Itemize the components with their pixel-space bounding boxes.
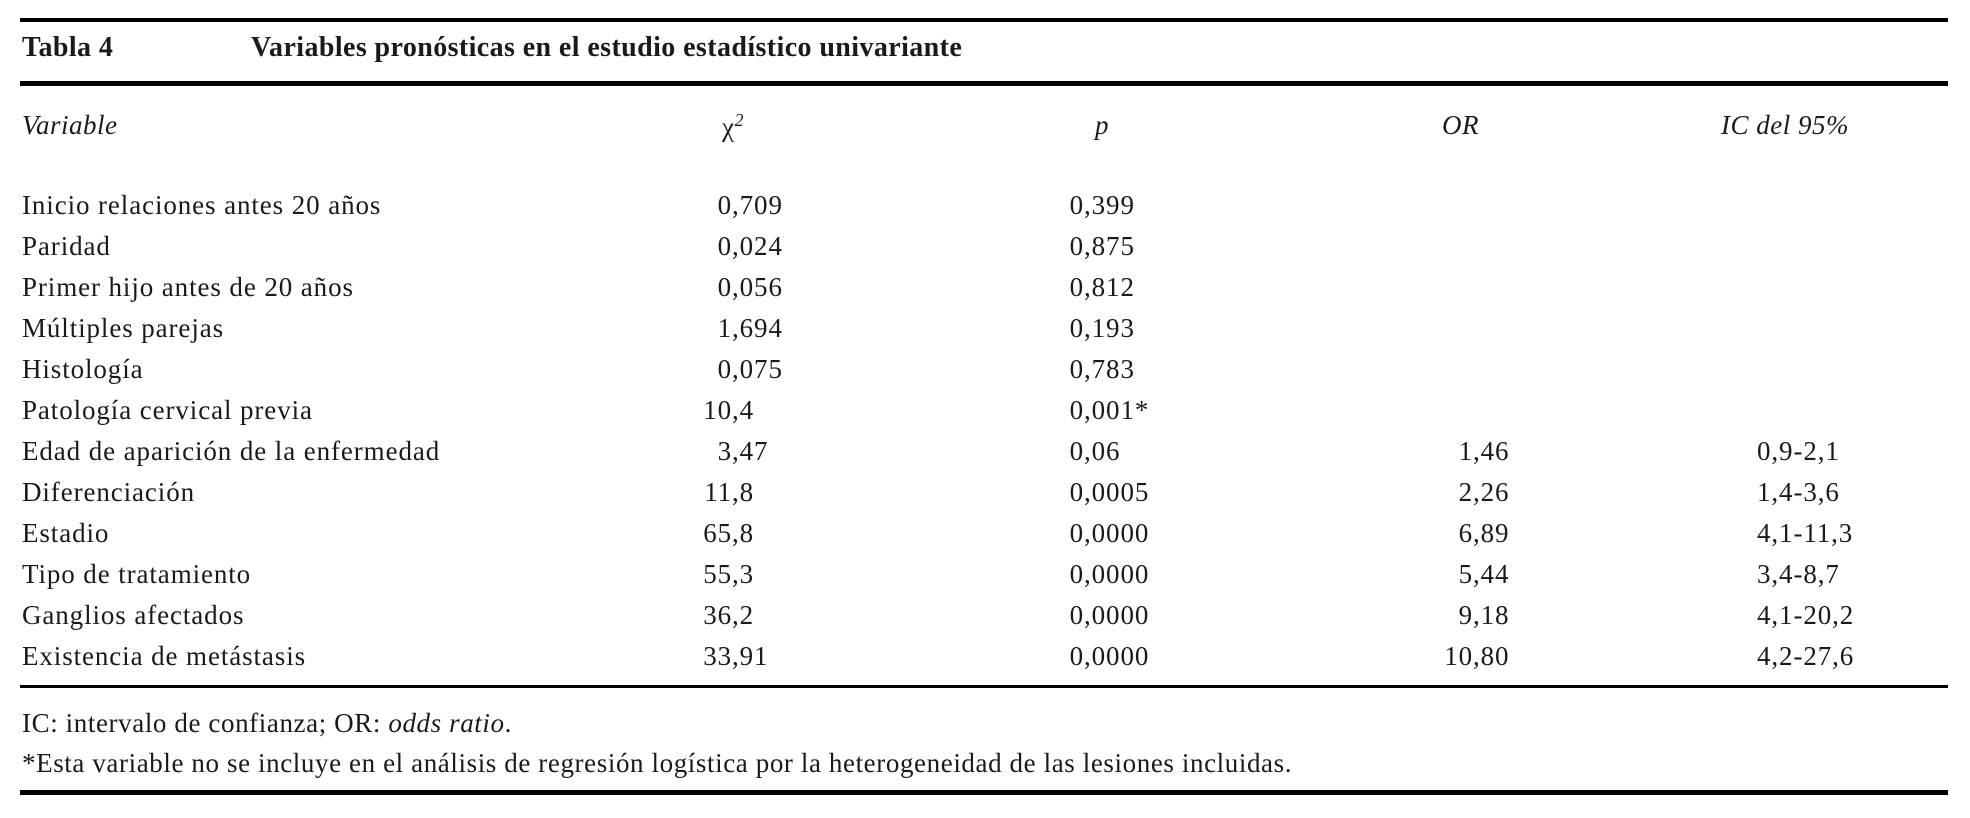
header-ic: IC del 95% xyxy=(1721,110,1849,140)
footnote-abbrev-italic: odds ratio xyxy=(388,708,505,738)
cell-variable: Histología xyxy=(22,354,144,384)
cell-p: 0,0005 xyxy=(1069,477,1150,507)
cell-chi2: 65,8 xyxy=(703,518,755,548)
cell-variable: Patología cervical previa xyxy=(22,395,313,425)
cell-p: 0,875 xyxy=(1069,231,1135,261)
cell-chi2: 55,3 xyxy=(703,559,755,589)
cell-ic: 3,4-8,7 xyxy=(1757,559,1840,589)
top-rule xyxy=(20,18,1948,22)
footnote-abbreviations: IC: intervalo de confianza; OR: odds rat… xyxy=(22,708,512,739)
cell-chi2: 11,8 xyxy=(704,477,755,507)
table-row: Edad de aparición de la enfermedad 3,47 0,… xyxy=(0,436,1970,476)
cell-p: 0,399 xyxy=(1069,190,1135,220)
cell-or: 6,89 xyxy=(1458,518,1510,548)
cell-ic: 0,9-2,1 xyxy=(1757,436,1840,466)
header-chi2: χ2 xyxy=(722,110,744,143)
table-row: Inicio relaciones antes 20 años 0,709 0,39… xyxy=(0,190,1970,230)
table-label: Tabla 4 xyxy=(22,32,114,63)
cell-p: 0,0000 xyxy=(1069,641,1150,671)
cell-p: 0,0000 xyxy=(1069,600,1150,630)
table-row: Diferenciación 11,8 0,0005 2,26 1,4-3,6 xyxy=(0,477,1970,517)
cell-or: 5,44 xyxy=(1458,559,1510,589)
cell-variable: Múltiples parejas xyxy=(22,313,225,343)
cell-ic: 1,4-3,6 xyxy=(1757,477,1840,507)
table-row: Primer hijo antes de 20 años 0,056 0,812 xyxy=(0,272,1970,312)
header-or: OR xyxy=(1442,110,1479,140)
table-row: Histología 0,075 0,783 xyxy=(0,354,1970,394)
cell-chi2: 3,47 xyxy=(717,436,769,466)
cell-p: 0,0000 xyxy=(1069,559,1150,589)
cell-p: 0,783 xyxy=(1069,354,1135,384)
table-row: Tipo de tratamiento 55,3 0,0000 5,44 3,4-8,7 xyxy=(0,559,1970,599)
title-rule xyxy=(20,81,1948,86)
footnote-abbrev-prefix: IC: intervalo de confianza; OR: xyxy=(22,708,389,738)
cell-ic: 4,2-27,6 xyxy=(1757,641,1855,671)
cell-p: 0,193 xyxy=(1069,313,1135,343)
cell-p: 0,0000 xyxy=(1069,518,1150,548)
cell-chi2: 10,4 xyxy=(703,395,755,425)
footnote-asterisk: *Esta variable no se incluye en el análi… xyxy=(22,748,1293,778)
cell-variable: Edad de aparición de la enfermedad xyxy=(22,436,441,466)
table-title: Variables pronósticas en el estudio esta… xyxy=(251,32,963,63)
cell-or: 10,80 xyxy=(1444,641,1510,671)
cell-variable: Paridad xyxy=(22,231,111,261)
body-rule xyxy=(20,685,1948,688)
cell-chi2: 0,024 xyxy=(717,231,783,261)
cell-chi2: 1,694 xyxy=(717,313,783,343)
cell-chi2: 0,056 xyxy=(717,272,783,302)
cell-chi2: 36,2 xyxy=(703,600,755,630)
cell-or: 2,26 xyxy=(1458,477,1510,507)
table-row: Paridad 0,024 0,875 xyxy=(0,231,1970,271)
table-row: Estadio 65,8 0,0000 6,89 4,1-11,3 xyxy=(0,518,1970,558)
cell-chi2: 0,709 xyxy=(717,190,783,220)
table-row: Patología cervical previa 10,4 0,001* xyxy=(0,395,1970,435)
cell-variable: Ganglios afectados xyxy=(22,600,245,630)
cell-p: 0,06 xyxy=(1069,436,1121,466)
footnote-abbrev-suffix: . xyxy=(504,708,512,738)
table-row: Ganglios afectados 36,2 0,0000 9,18 4,1-20,2 xyxy=(0,600,1970,640)
table-row: Existencia de metástasis 33,91 0,0000 10,80… xyxy=(0,641,1970,681)
cell-chi2: 0,075 xyxy=(717,354,783,384)
cell-ic: 4,1-20,2 xyxy=(1757,600,1855,630)
cell-variable: Primer hijo antes de 20 años xyxy=(22,272,354,302)
cell-or: 1,46 xyxy=(1458,436,1510,466)
header-chi2-base: χ xyxy=(722,112,735,142)
cell-ic: 4,1-11,3 xyxy=(1757,518,1854,548)
cell-p: 0,001* xyxy=(1069,395,1150,425)
cell-variable: Tipo de tratamiento xyxy=(22,559,252,589)
cell-p: 0,812 xyxy=(1069,272,1135,302)
bottom-rule xyxy=(20,790,1948,795)
header-p: p xyxy=(1095,110,1109,140)
cell-variable: Inicio relaciones antes 20 años xyxy=(22,190,382,220)
cell-variable: Existencia de metástasis xyxy=(22,641,307,671)
cell-variable: Diferenciación xyxy=(22,477,196,507)
cell-variable: Estadio xyxy=(22,518,110,548)
cell-or: 9,18 xyxy=(1458,600,1510,630)
header-variable: Variable xyxy=(22,110,118,140)
header-chi2-sup: 2 xyxy=(734,110,744,130)
cell-chi2: 33,91 xyxy=(703,641,769,671)
table-row: Múltiples parejas 1,694 0,193 xyxy=(0,313,1970,353)
